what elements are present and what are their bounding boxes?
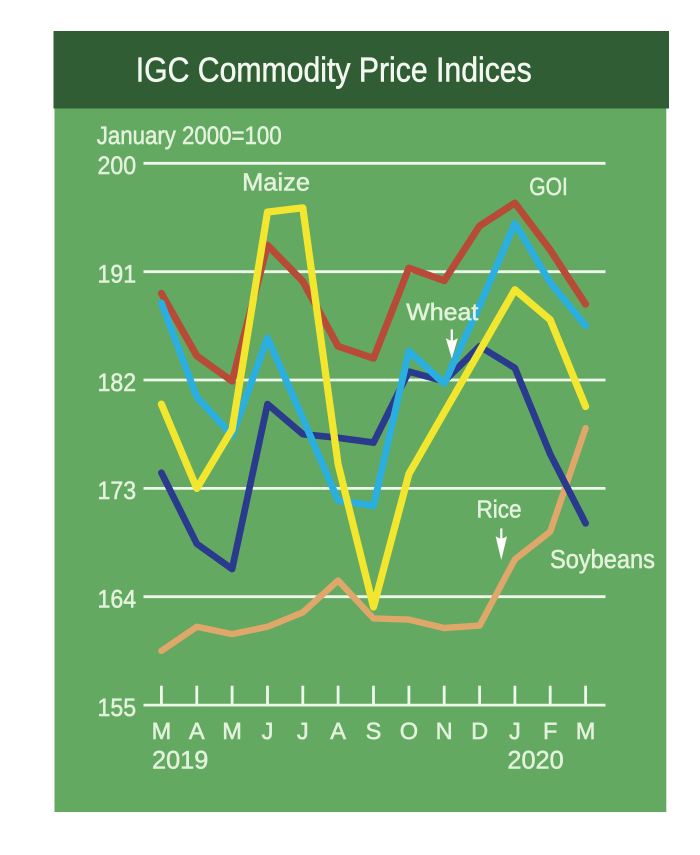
svg-text:J: J: [262, 719, 274, 745]
svg-text:2019: 2019: [152, 746, 208, 774]
svg-text:January 2000=100: January 2000=100: [97, 122, 282, 150]
svg-text:M: M: [152, 719, 172, 745]
svg-text:155: 155: [98, 694, 137, 722]
svg-text:F: F: [543, 719, 557, 745]
svg-text:Soybeans: Soybeans: [550, 544, 655, 574]
svg-text:N: N: [436, 719, 453, 745]
svg-text:O: O: [400, 719, 418, 745]
svg-text:S: S: [366, 719, 382, 745]
svg-text:191: 191: [98, 261, 137, 289]
svg-text:M: M: [222, 719, 242, 745]
svg-text:D: D: [471, 719, 488, 745]
svg-text:Wheat: Wheat: [406, 300, 478, 326]
svg-text:200: 200: [98, 152, 137, 180]
svg-text:A: A: [330, 719, 346, 745]
svg-text:J: J: [509, 719, 521, 745]
svg-text:182: 182: [98, 369, 137, 397]
svg-text:IGC Commodity Price Indices: IGC Commodity Price Indices: [136, 52, 532, 90]
svg-text:173: 173: [98, 477, 137, 505]
svg-text:Rice: Rice: [477, 497, 522, 524]
svg-text:164: 164: [98, 586, 137, 614]
svg-text:GOI: GOI: [529, 174, 568, 201]
svg-text:A: A: [189, 719, 205, 745]
svg-text:J: J: [297, 719, 309, 745]
svg-text:M: M: [576, 719, 596, 745]
svg-text:2020: 2020: [507, 746, 563, 774]
svg-text:Maize: Maize: [242, 170, 310, 197]
